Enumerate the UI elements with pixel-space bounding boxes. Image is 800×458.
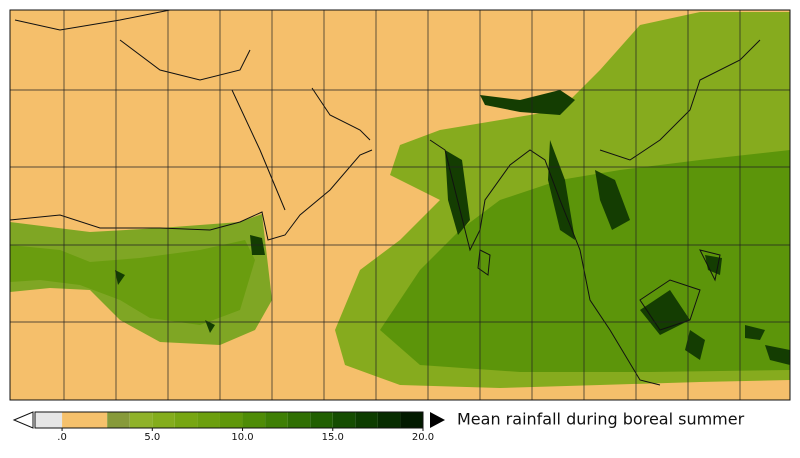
colorbar-segment [129,412,153,428]
colorbar-segment [377,412,401,428]
colorbar: Mean rainfall during boreal summer .0 5.0… [12,410,745,443]
colorbar-segment [287,412,311,428]
colorbar-extend-low [12,411,34,429]
colorbar-segment [310,412,333,428]
colorbar-segment [242,412,266,428]
colorbar-extend-high [430,412,445,428]
map [9,9,791,401]
colorbar-segment [355,412,378,428]
colorbar-segment [265,412,288,428]
colorbar-segment [332,412,356,428]
colorbar-tick-label: 10.0 [231,432,253,443]
colorbar-segment [400,412,423,428]
map-frame [9,9,791,401]
colorbar-segment [152,412,175,428]
colorbar-tick-label: 20.0 [412,432,434,443]
colorbar-segment [197,412,220,428]
rain-africa-core [10,240,255,325]
colorbar-tick-label: 5.0 [144,432,160,443]
colorbar-frame [34,411,424,429]
colorbar-segment [219,412,243,428]
graticule [10,10,790,400]
colorbar-title: Mean rainfall during boreal summer [457,410,745,429]
colorbar-tick-label: .0 [57,432,67,443]
colorbar-segment [62,412,108,428]
coastlines [9,9,761,386]
colorbar-segment [174,412,198,428]
colorbar-segment [107,412,130,428]
colorbar-segment [35,412,63,428]
colorbar-tick-label: 15.0 [322,432,344,443]
